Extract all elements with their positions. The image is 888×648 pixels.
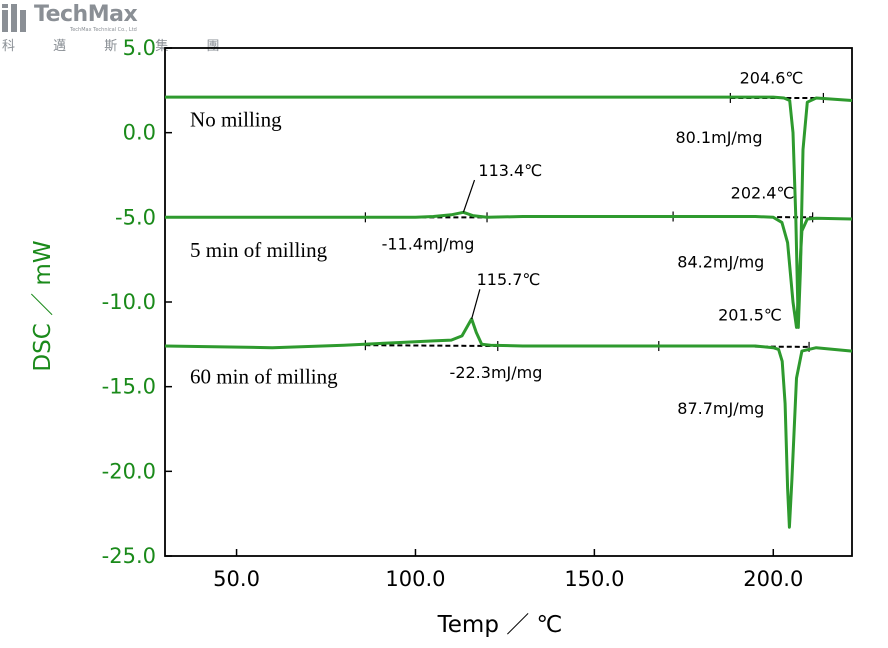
x-tick-label: 150.0	[564, 567, 624, 591]
peak-annotation: 202.4℃	[731, 184, 795, 203]
baseline	[673, 215, 813, 219]
series-label: 60 min of milling	[190, 364, 338, 388]
y-tick-label: 0.0	[123, 121, 156, 145]
peak-annotation: -22.3mJ/mg	[450, 363, 543, 382]
x-tick-label: 200.0	[743, 567, 803, 591]
logo-brand: TechMax	[34, 2, 138, 27]
y-tick-label: -20.0	[102, 459, 156, 483]
peak-annotation: 201.5℃	[718, 306, 782, 325]
curves	[164, 95, 853, 529]
peak-annotation: 113.4℃	[478, 161, 542, 180]
y-tick-label: 5.0	[123, 36, 156, 60]
leader-line	[462, 179, 476, 213]
y-axis-title: DSC ／ mW	[30, 240, 56, 371]
x-axis-title: Temp ／ ℃	[437, 612, 563, 638]
peak-annotation: 80.1mJ/mg	[675, 128, 762, 147]
y-ticks: 5.0 0.0 -5.0 -10.0 -15.0 -20.0 -25.0	[102, 36, 172, 568]
x-tick-label: 100.0	[385, 567, 445, 591]
leader-lines	[462, 179, 481, 320]
peak-annotation: -11.4mJ/mg	[382, 235, 475, 254]
logo-tagline: TechMax Technical Co., Ltd	[70, 27, 137, 33]
series-line	[165, 210, 853, 329]
series-label: No milling	[190, 108, 282, 132]
y-tick-label: -15.0	[102, 375, 156, 399]
baseline	[365, 344, 498, 348]
y-tick-label: -25.0	[102, 544, 156, 568]
series-label: 5 min of milling	[190, 238, 328, 262]
x-tick-label: 50.0	[213, 567, 260, 591]
annotations: No milling 5 min of milling 60 min of mill…	[190, 69, 803, 418]
peak-annotation: 204.6℃	[740, 69, 804, 88]
series-line	[164, 317, 853, 529]
peak-annotation: 87.7mJ/mg	[677, 399, 764, 418]
peak-annotation: 115.7℃	[477, 270, 541, 289]
leader-line	[471, 289, 481, 320]
y-tick-label: -5.0	[115, 205, 156, 229]
logo-bars-icon	[2, 4, 26, 32]
peak-annotation: 84.2mJ/mg	[677, 252, 764, 271]
y-tick-label: -10.0	[102, 290, 156, 314]
series-line	[165, 95, 853, 329]
x-ticks: 50.0 100.0 150.0 200.0	[213, 549, 803, 591]
